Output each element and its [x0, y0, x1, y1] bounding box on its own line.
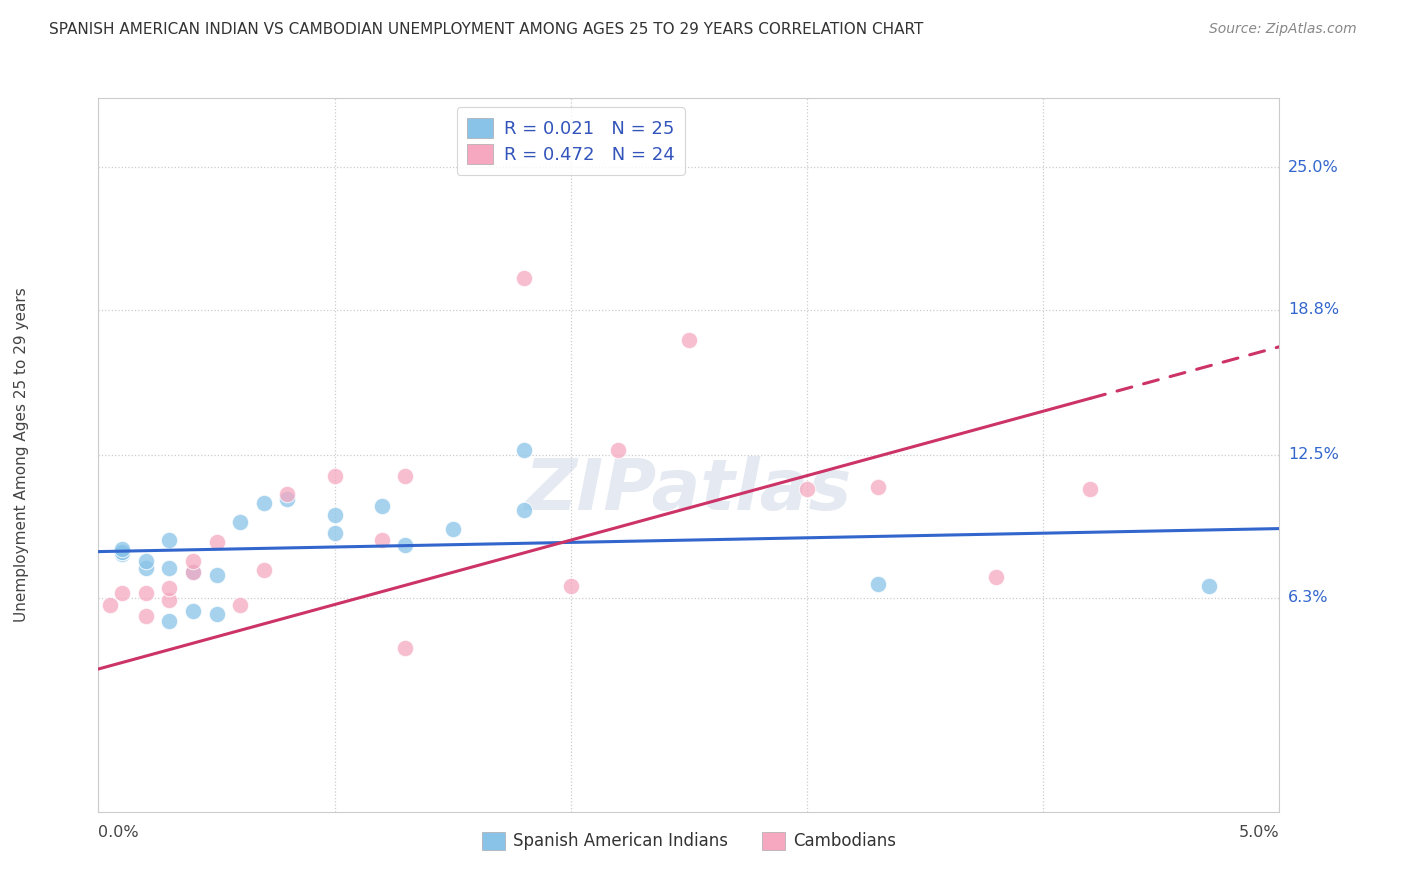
Point — [678, 333, 700, 347]
Point — [111, 544, 134, 558]
Text: 0.0%: 0.0% — [98, 825, 139, 840]
Point — [512, 503, 534, 517]
Point — [371, 533, 394, 547]
Point — [394, 538, 416, 552]
Point — [205, 567, 228, 582]
Point — [135, 560, 157, 574]
Point — [253, 496, 276, 510]
Point — [866, 480, 889, 494]
Text: 6.3%: 6.3% — [1288, 591, 1329, 605]
Point — [111, 586, 134, 600]
Point — [135, 586, 157, 600]
Point — [323, 468, 346, 483]
Point — [512, 270, 534, 285]
Point — [253, 563, 276, 577]
Point — [157, 614, 180, 628]
Point — [441, 522, 464, 536]
Point — [229, 598, 252, 612]
Text: 18.8%: 18.8% — [1288, 302, 1339, 318]
Point — [181, 554, 204, 568]
Point — [157, 533, 180, 547]
Legend: Spanish American Indians, Cambodians: Spanish American Indians, Cambodians — [475, 825, 903, 857]
Point — [111, 542, 134, 557]
Point — [984, 570, 1007, 584]
Point — [111, 547, 134, 561]
Point — [98, 598, 121, 612]
Text: 25.0%: 25.0% — [1288, 160, 1339, 175]
Point — [157, 582, 180, 596]
Point — [323, 526, 346, 541]
Point — [512, 443, 534, 458]
Point — [205, 607, 228, 621]
Point — [1080, 483, 1102, 497]
Point — [276, 491, 298, 506]
Point — [157, 560, 180, 574]
Point — [394, 468, 416, 483]
Text: ZIPatlas: ZIPatlas — [526, 456, 852, 525]
Point — [607, 443, 630, 458]
Point — [866, 577, 889, 591]
Point — [135, 554, 157, 568]
Text: Unemployment Among Ages 25 to 29 years: Unemployment Among Ages 25 to 29 years — [14, 287, 28, 623]
Point — [371, 499, 394, 513]
Point — [276, 487, 298, 501]
Point — [229, 515, 252, 529]
Text: 12.5%: 12.5% — [1288, 448, 1339, 462]
Point — [323, 508, 346, 522]
Point — [111, 544, 134, 558]
Point — [181, 566, 204, 580]
Point — [157, 593, 180, 607]
Point — [205, 535, 228, 549]
Text: SPANISH AMERICAN INDIAN VS CAMBODIAN UNEMPLOYMENT AMONG AGES 25 TO 29 YEARS CORR: SPANISH AMERICAN INDIAN VS CAMBODIAN UNE… — [49, 22, 924, 37]
Text: 5.0%: 5.0% — [1239, 825, 1279, 840]
Point — [181, 566, 204, 580]
Point — [181, 604, 204, 618]
Point — [394, 641, 416, 656]
Text: Source: ZipAtlas.com: Source: ZipAtlas.com — [1209, 22, 1357, 37]
Point — [1198, 579, 1220, 593]
Point — [135, 609, 157, 624]
Point — [560, 579, 582, 593]
Point — [796, 483, 818, 497]
